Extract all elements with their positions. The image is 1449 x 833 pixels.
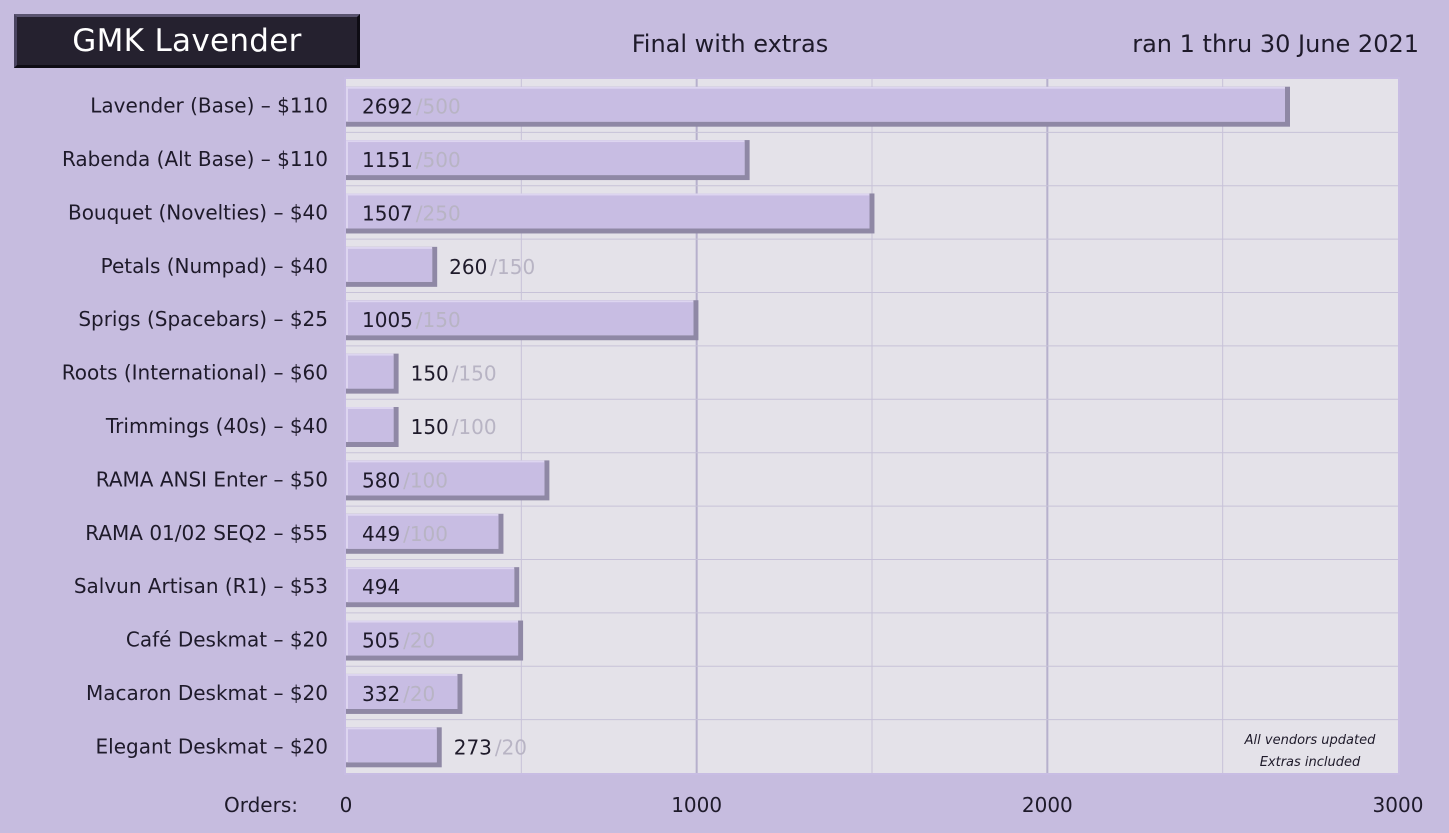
category-label: Trimmings (40s) – $40 — [105, 414, 328, 438]
value-label: 150 — [411, 362, 449, 386]
target-label: /20 — [403, 682, 435, 706]
value-label: 150 — [411, 415, 449, 439]
value-label: 273 — [454, 735, 492, 759]
category-label: RAMA ANSI Enter – $50 — [96, 467, 328, 491]
target-label: /100 — [403, 522, 448, 546]
value-label: 2692 — [362, 95, 413, 119]
footnote-line: All vendors updated — [1244, 733, 1376, 748]
bar — [348, 675, 458, 709]
value-label: 1507 — [362, 201, 413, 225]
value-label: 332 — [362, 682, 400, 706]
category-label: Sprigs (Spacebars) – $25 — [78, 307, 328, 331]
target-label: /100 — [403, 468, 448, 492]
footnote: All vendors updated Extras included — [1244, 733, 1376, 770]
bar — [348, 622, 519, 656]
value-label: 260 — [449, 255, 487, 279]
target-label: /250 — [416, 201, 461, 225]
bar — [348, 729, 437, 763]
target-label: /100 — [452, 415, 497, 439]
gridlines — [346, 79, 1398, 773]
category-label: Café Deskmat – $20 — [126, 628, 328, 652]
bar — [348, 248, 433, 282]
target-label: /20 — [495, 735, 527, 759]
date-range: ran 1 thru 30 June 2021 — [1132, 30, 1419, 58]
x-tick-label: 0 — [340, 793, 353, 817]
value-label: 505 — [362, 629, 400, 653]
category-label: Roots (International) – $60 — [62, 361, 328, 385]
value-label: 580 — [362, 468, 400, 492]
x-tick-label: 3000 — [1373, 793, 1424, 817]
x-tick-label: 1000 — [671, 793, 722, 817]
bar — [348, 88, 1285, 122]
bar — [348, 409, 394, 442]
category-label: Petals (Numpad) – $40 — [101, 254, 328, 278]
value-label: 1151 — [362, 148, 413, 172]
target-label: /20 — [403, 629, 435, 653]
chart-subtitle: Final with extras — [631, 30, 829, 58]
bar — [348, 302, 694, 336]
category-label: Bouquet (Novelties) – $40 — [68, 200, 328, 224]
bar — [348, 355, 394, 389]
target-label: /500 — [416, 148, 461, 172]
x-tick-label: 2000 — [1022, 793, 1073, 817]
value-label: 449 — [362, 522, 400, 546]
bar — [348, 569, 515, 603]
category-label: Elegant Deskmat – $20 — [96, 734, 329, 758]
target-label: /150 — [452, 362, 497, 386]
bar — [348, 462, 545, 496]
target-label: /500 — [416, 95, 461, 119]
bar — [348, 515, 499, 549]
bars — [346, 86, 1290, 768]
row-labels: Lavender (Base) – $110 2692/500 Rabenda (A… — [62, 94, 535, 760]
target-label: /150 — [416, 308, 461, 332]
x-axis: Orders: 0 1000 2000 3000 — [224, 793, 1423, 817]
category-label: RAMA 01/02 SEQ2 – $55 — [85, 521, 328, 545]
category-label: Salvun Artisan (R1) – $53 — [74, 574, 328, 598]
x-axis-label: Orders: — [224, 793, 298, 817]
category-label: Rabenda (Alt Base) – $110 — [62, 147, 328, 171]
footnote-line: Extras included — [1260, 755, 1361, 770]
chart-title: GMK Lavender — [14, 14, 360, 68]
value-label: 494 — [362, 575, 400, 599]
bar — [348, 142, 745, 176]
value-label: 1005 — [362, 308, 413, 332]
category-label: Macaron Deskmat – $20 — [86, 681, 328, 705]
category-label: Lavender (Base) – $110 — [90, 94, 328, 118]
bar — [348, 195, 870, 229]
target-label: /150 — [490, 255, 535, 279]
